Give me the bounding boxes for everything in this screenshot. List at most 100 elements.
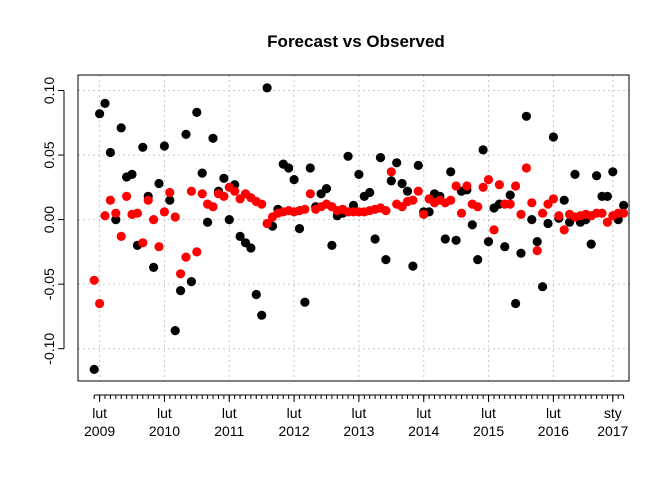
data-point: [208, 202, 218, 212]
plot-frame: [77, 74, 630, 382]
data-point: [176, 269, 186, 279]
x-tick-label-month: lut: [287, 405, 302, 421]
data-point: [402, 186, 413, 196]
y-tick-label: -0.05: [41, 268, 57, 300]
data-point: [159, 141, 169, 151]
data-point: [170, 326, 180, 336]
data-point: [116, 231, 126, 241]
data-point: [159, 207, 169, 217]
data-point: [95, 109, 105, 119]
data-point: [105, 147, 115, 158]
data-point: [257, 199, 267, 209]
data-point: [516, 209, 526, 219]
x-tick-label-year: 2011: [214, 423, 244, 439]
x-tick-label-month: lut: [157, 405, 172, 421]
data-point: [154, 178, 164, 189]
x-tick-label-year: 2016: [538, 423, 569, 439]
data-point: [300, 297, 310, 307]
data-point: [154, 242, 164, 252]
x-tick-label-year: 2013: [343, 423, 374, 439]
data-point: [538, 208, 548, 218]
data-point: [186, 277, 196, 287]
x-tick-label-year: 2009: [84, 423, 115, 439]
data-point: [186, 186, 196, 196]
data-point: [343, 151, 353, 161]
data-point: [262, 83, 272, 93]
data-point: [608, 167, 618, 177]
data-point: [408, 261, 418, 271]
x-tick-label-month: lut: [92, 405, 107, 421]
data-point: [300, 204, 310, 214]
data-point: [122, 191, 132, 201]
data-point: [111, 208, 121, 218]
data-point: [602, 191, 613, 201]
data-point: [462, 181, 472, 191]
x-tick-label-month: sty: [604, 405, 622, 421]
x-tick-label-year: 2017: [597, 423, 628, 439]
grid: [78, 75, 629, 381]
data-point: [105, 195, 115, 205]
data-point: [619, 208, 629, 218]
data-point: [289, 175, 299, 185]
x-tick-label-year: 2010: [149, 423, 180, 439]
x-tick-label-year: 2012: [279, 423, 310, 439]
data-point: [446, 195, 456, 205]
series-1: [89, 83, 629, 374]
data-point: [413, 186, 423, 196]
data-point: [354, 169, 364, 179]
data-point: [138, 238, 148, 248]
data-point: [440, 234, 450, 244]
data-point: [257, 310, 267, 320]
data-point: [370, 234, 380, 244]
data-point: [197, 189, 207, 199]
data-point: [543, 218, 553, 229]
data-point: [386, 176, 396, 186]
data-point: [192, 247, 202, 257]
y-tick-label: 0.05: [41, 141, 57, 168]
data-point: [473, 202, 483, 212]
data-point: [100, 98, 110, 108]
data-point: [554, 211, 564, 221]
x-tick-label-month: lut: [222, 405, 237, 421]
x-tick-label-month: lut: [546, 405, 561, 421]
y-tick-label: 0.10: [41, 77, 57, 104]
x-tick-label-year: 2014: [408, 423, 439, 439]
data-point: [348, 200, 359, 210]
data-point: [559, 225, 569, 235]
x-tick-label-month: lut: [416, 405, 431, 421]
data-point: [235, 231, 245, 241]
x-tick-label-month: lut: [481, 405, 496, 421]
data-point: [192, 107, 202, 117]
x-tick-label-month: lut: [352, 405, 367, 421]
data-point: [251, 289, 261, 300]
x-axis: lut 2009 lut 2010 lut 2011 lut 2012 lut 2013 lut 20…: [84, 394, 629, 439]
data-point: [219, 191, 229, 201]
data-point: [165, 187, 175, 198]
data-point: [456, 208, 467, 218]
data-point: [467, 220, 477, 230]
data-point: [413, 160, 423, 170]
data-point: [327, 240, 337, 250]
data-point: [149, 215, 159, 225]
data-point: [305, 189, 315, 199]
data-point: [89, 364, 99, 374]
data-point: [597, 208, 607, 218]
data-point: [111, 215, 121, 225]
data-point: [451, 181, 461, 191]
data-point: [532, 237, 542, 247]
data-point: [419, 209, 429, 219]
data-point: [397, 178, 407, 189]
data-point: [538, 282, 548, 292]
data-point: [505, 199, 515, 209]
data-point: [246, 243, 256, 253]
data-point: [602, 217, 613, 227]
data-point: [224, 215, 234, 225]
data-point: [143, 195, 153, 205]
data-point: [478, 145, 488, 155]
data-point: [505, 190, 515, 200]
data-point: [516, 248, 526, 258]
data-point: [478, 182, 488, 192]
data-point: [527, 198, 537, 208]
data-point: [483, 237, 494, 247]
